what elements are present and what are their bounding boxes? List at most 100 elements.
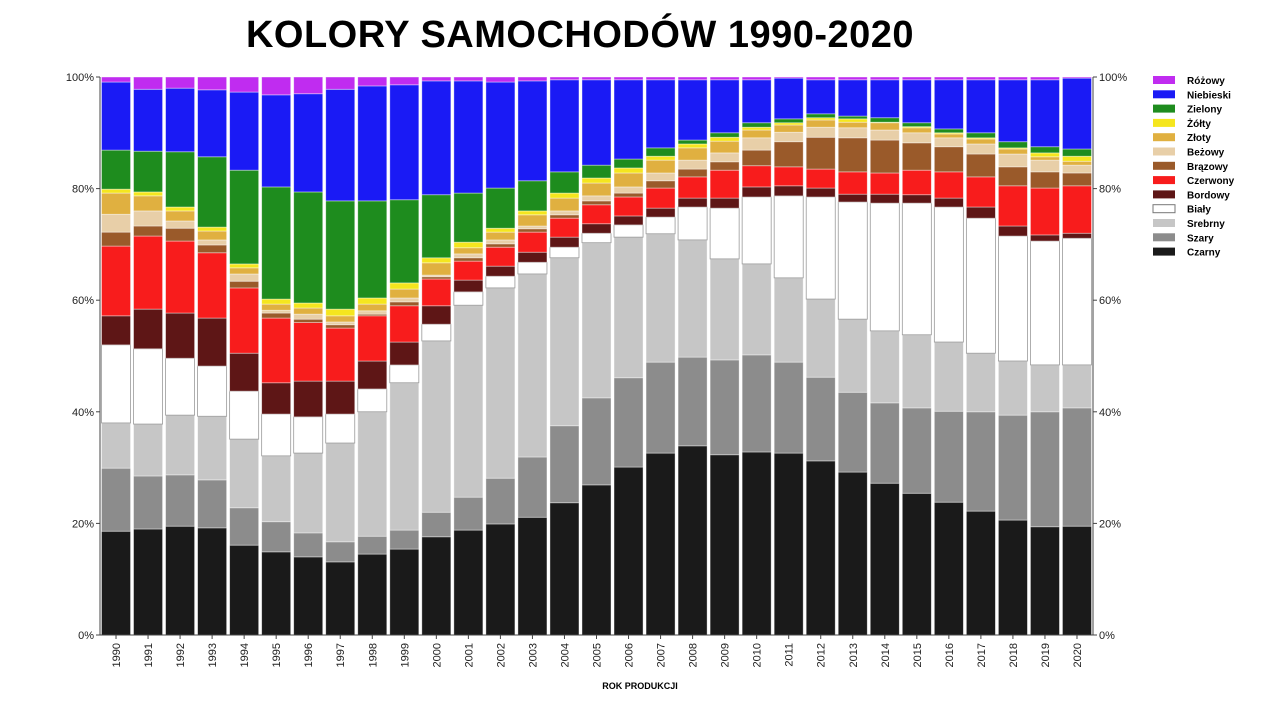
bar-segment-2016-srebrny (933, 341, 964, 412)
bar-segment-2003-czarny (517, 516, 548, 636)
bar-segment-2013-szary (837, 391, 868, 473)
bar-segment-2016-niebieski (933, 79, 964, 130)
bar-segment-1996-złoty (293, 307, 324, 315)
bar-segment-2017-brązowy (965, 153, 996, 178)
bar-segment-2010-beżowy (741, 137, 772, 151)
bar-segment-2019-brązowy (1030, 171, 1060, 189)
bar-segment-1995-beżowy (261, 309, 292, 314)
bar-segment-2020-srebrny (1062, 364, 1092, 409)
bar-segment-2006-srebrny (613, 236, 644, 379)
bar-segment-1995-brązowy (261, 312, 292, 319)
bar-segment-2007-zielony (645, 147, 676, 157)
bar-segment-2020-bordowy (1062, 232, 1092, 239)
y-tick-label-right: 60% (1099, 295, 1121, 307)
legend-label: Różowy (1187, 76, 1225, 87)
bar-segment-2008-brązowy (677, 168, 708, 178)
bar-segment-1995-srebrny (261, 455, 292, 523)
bar-segment-2002-beżowy (485, 239, 516, 245)
bar-segment-1992-szary (165, 474, 195, 527)
bar-segment-2006-żółty (613, 167, 644, 174)
bar-segment-2015-czarny (901, 492, 932, 636)
x-tick-label: 2017 (976, 643, 988, 667)
bar-segment-1992-bordowy (165, 312, 195, 359)
bar-segment-2000-srebrny (421, 340, 452, 513)
bar-segment-2005-złoty (581, 182, 612, 197)
bar-segment-1991-czerwony (133, 235, 163, 310)
bar-segment-1998-szary (357, 535, 388, 555)
bar-segment-2020-zielony (1062, 148, 1092, 157)
bar-segment-2006-biały (613, 224, 644, 238)
bar-segment-2004-czarny (549, 502, 580, 636)
bar-segment-1994-czerwony (229, 287, 260, 354)
y-tick-label-left: 0% (78, 630, 94, 642)
bar-segment-2009-bordowy (709, 197, 740, 209)
bar-segment-1999-czerwony (389, 305, 420, 343)
bar-segment-2011-szary (773, 361, 804, 454)
bar-segment-2007-beżowy (645, 172, 676, 182)
bar-segment-1999-biały (389, 364, 420, 384)
bar-segment-2012-szary (805, 376, 836, 462)
bar-segment-1993-czarny (197, 527, 228, 636)
legend-label: Czerwony (1187, 176, 1235, 187)
bar-segment-2010-niebieski (741, 79, 772, 124)
bar-segment-1994-czarny (229, 544, 260, 636)
bar-segment-2009-szary (709, 359, 740, 456)
bar-segment-1997-różowy (325, 76, 356, 90)
bar-segment-2000-bordowy (421, 305, 452, 325)
bar-segment-1997-beżowy (325, 321, 356, 326)
legend-swatch-złoty (1153, 133, 1175, 142)
bar-segment-2001-bordowy (453, 279, 484, 293)
bar-segment-1998-biały (357, 388, 388, 413)
bar-segment-2005-zielony (581, 164, 612, 179)
bar-segment-2011-brązowy (773, 141, 804, 168)
bar-segment-2008-różowy (677, 76, 708, 81)
bar-segment-2007-czerwony (645, 187, 676, 209)
bar-segment-2018-beżowy (998, 153, 1028, 168)
bar-segment-2010-złoty (741, 129, 772, 139)
bar-segment-2020-biały (1062, 237, 1092, 366)
bar-segment-2018-złoty (998, 148, 1028, 155)
bar-segment-2005-czarny (581, 484, 612, 636)
bar-segment-1999-złoty (389, 288, 420, 299)
bar-segment-1998-niebieski (357, 85, 388, 202)
bar-segment-1990-żółty (101, 188, 131, 194)
x-tick-label: 2015 (912, 643, 924, 667)
bar-segment-2017-szary (965, 411, 996, 512)
bar-segment-2005-różowy (581, 76, 612, 81)
bar-segment-2001-różowy (453, 76, 484, 82)
bar-segment-1996-biały (293, 416, 324, 454)
bar-segment-2015-srebrny (901, 334, 932, 409)
x-tick-label: 2018 (1008, 643, 1020, 667)
bar-segment-2007-różowy (645, 76, 676, 81)
bar-segment-2013-niebieski (837, 79, 868, 117)
bar-segment-1996-żółty (293, 302, 324, 309)
bar-segment-2009-beżowy (709, 152, 740, 163)
bar-segment-2003-beżowy (517, 225, 548, 230)
legend-swatch-srebrny (1153, 219, 1175, 227)
x-tick-label: 1996 (303, 643, 315, 667)
bar-segment-1991-złoty (133, 195, 163, 212)
bar-segment-1998-srebrny (357, 411, 388, 537)
bar-segment-1992-czarny (165, 525, 195, 636)
bar-segment-2019-niebieski (1030, 79, 1060, 148)
bar-segment-2016-biały (933, 206, 964, 343)
bar-segment-1999-zielony (389, 199, 420, 284)
bar-segment-1992-różowy (165, 76, 195, 89)
bar-segment-1996-szary (293, 532, 324, 558)
bar-segment-1991-biały (133, 348, 163, 425)
bar-segment-2015-różowy (901, 76, 932, 81)
bar-segment-1994-biały (229, 390, 260, 440)
bar-segment-2010-srebrny (741, 263, 772, 356)
bar-segment-2006-bordowy (613, 215, 644, 226)
bar-segment-2014-czerwony (869, 172, 900, 195)
bar-segment-2006-zielony (613, 158, 644, 169)
bar-segment-2004-niebieski (549, 79, 580, 173)
bar-segment-2011-niebieski (773, 77, 804, 120)
bar-segment-1997-czarny (325, 561, 356, 636)
bar-segment-2009-złoty (709, 140, 740, 154)
bar-segment-1993-żółty (197, 226, 228, 232)
legend-swatch-szary (1153, 233, 1175, 242)
x-tick-label: 2007 (656, 643, 668, 667)
chart-title: KOLORY SAMOCHODÓW 1990-2020 (245, 14, 915, 56)
